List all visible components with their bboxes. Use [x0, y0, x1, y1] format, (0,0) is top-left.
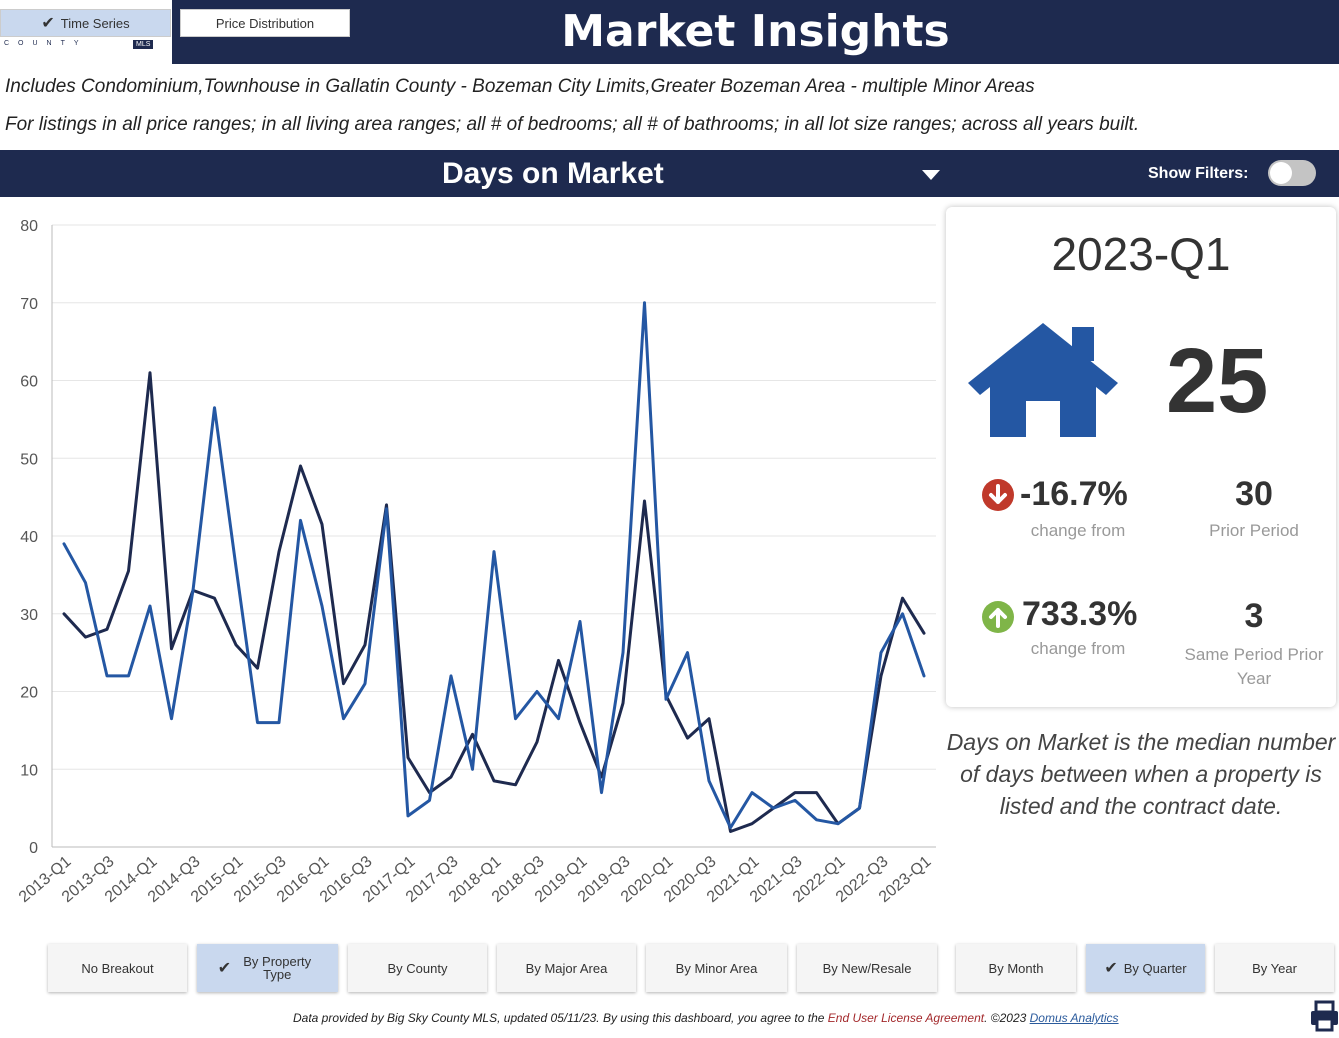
- by-quarter-button[interactable]: ✔ By Quarter: [1086, 944, 1205, 992]
- chevron-down-icon: [922, 170, 940, 180]
- toggle-knob: [1270, 162, 1292, 184]
- filter-summary-line2: For listings in all price ranges; in all…: [5, 114, 1140, 135]
- y-tick-label: 70: [20, 296, 38, 313]
- metric-description: Days on Market is the median number of d…: [946, 729, 1336, 819]
- by-new-resale-button[interactable]: By New/Resale: [797, 944, 937, 992]
- same-period-prior-value: 3: [1244, 597, 1264, 635]
- footer-copyright: . ©2023: [984, 1011, 1030, 1025]
- change-same-label: change from: [1030, 639, 1126, 658]
- footer-text: Data provided by Big Sky County MLS, upd…: [293, 1011, 828, 1025]
- logo-sub-text: COUNTY: [4, 40, 88, 47]
- y-tick-label: 20: [20, 685, 38, 702]
- eula-link[interactable]: End User License Agreement: [827, 1011, 985, 1025]
- check-icon: ✔: [41, 15, 55, 32]
- by-minor-area-button[interactable]: By Minor Area: [646, 944, 787, 992]
- summary-card: 2023-Q1 25 -16.7% change from 30 Prior P…: [946, 207, 1336, 707]
- by-quarter-label: By Quarter: [1123, 960, 1187, 976]
- house-icon: [968, 323, 1118, 437]
- summary-value: 25: [1166, 330, 1269, 432]
- domus-link[interactable]: Domus Analytics: [1029, 1011, 1119, 1025]
- y-tick-label: 80: [20, 218, 38, 235]
- logo-badge: MLS: [133, 40, 154, 49]
- y-tick-label: 30: [20, 607, 38, 624]
- by-major-area-button[interactable]: By Major Area: [497, 944, 636, 992]
- time-series-label: Time Series: [60, 16, 130, 31]
- change-same-period: 733.3%: [1022, 595, 1138, 633]
- series-line-townhouse: [62, 301, 926, 830]
- by-year-button[interactable]: By Year: [1215, 944, 1334, 992]
- no-breakout-button[interactable]: No Breakout: [48, 944, 187, 992]
- check-icon: ✔: [217, 960, 232, 977]
- change-prior-label: change from: [1030, 521, 1126, 540]
- change-prior-period: -16.7%: [1020, 475, 1128, 513]
- footer-attribution: Data provided by Big Sky County MLS, upd…: [293, 1011, 1119, 1025]
- view-toolbar: [0, 150, 1339, 197]
- days-on-market-chart: 010203040506070802013-Q12013-Q32014-Q120…: [16, 218, 936, 906]
- series-line-condominium: [62, 371, 926, 833]
- y-tick-label: 40: [20, 529, 38, 546]
- by-month-button[interactable]: By Month: [956, 944, 1076, 992]
- by-county-button[interactable]: By County: [348, 944, 487, 992]
- y-tick-label: 10: [20, 762, 38, 779]
- same-period-prior-label: Same Period Prior Year: [1184, 645, 1324, 688]
- prior-period-value: 30: [1235, 475, 1273, 513]
- by-property-type-label: By Property Type: [243, 954, 312, 982]
- metric-selected-value: Days on Market: [442, 157, 664, 190]
- y-tick-label: 0: [29, 840, 38, 857]
- arrow-down-icon: [982, 479, 1014, 511]
- print-icon[interactable]: [1310, 1000, 1339, 1032]
- prior-period-label: Prior Period: [1209, 521, 1299, 540]
- show-filters-label: Show Filters:: [1148, 165, 1249, 182]
- by-property-type-button[interactable]: ✔ By Property Type: [197, 944, 338, 992]
- arrow-up-icon: [982, 601, 1014, 633]
- price-distribution-button[interactable]: Price Distribution: [180, 9, 350, 37]
- check-icon: ✔: [1104, 960, 1118, 977]
- metric-dropdown[interactable]: Days on Market: [432, 150, 948, 197]
- y-tick-label: 50: [20, 451, 38, 468]
- page-title: Market Insights: [561, 6, 950, 57]
- filter-summary-line1: Includes Condominium,Townhouse in Gallat…: [5, 76, 1035, 97]
- time-series-button[interactable]: ✔ Time Series: [0, 9, 171, 37]
- y-tick-label: 60: [20, 374, 38, 391]
- summary-period: 2023-Q1: [1051, 228, 1231, 280]
- show-filters-toggle[interactable]: [1268, 160, 1316, 186]
